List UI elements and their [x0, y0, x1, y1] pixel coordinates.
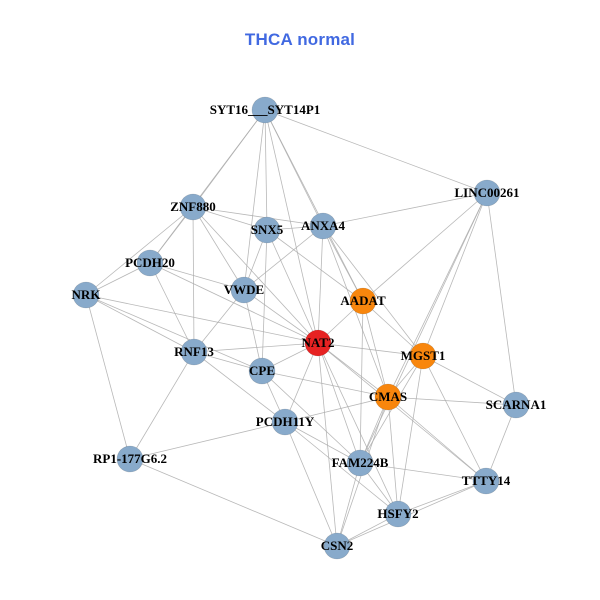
edge-FAM224B--CSN2: [336, 462, 361, 547]
edge-SYT16___SYT14P1--NAT2: [264, 109, 319, 344]
edge-ANXA4--MGST1: [322, 225, 424, 357]
node-MGST1: [409, 342, 437, 370]
node-PCDH20: [136, 249, 164, 277]
edge-CPE--CMAS: [261, 370, 389, 398]
edge-NAT2--FAM224B: [317, 342, 361, 464]
node-SYT16___SYT14P1: [251, 96, 279, 124]
edge-SNX5--CPE: [261, 229, 268, 372]
edge-ZNF880--NAT2: [192, 206, 319, 344]
edge-PCDH11Y--HSFY2: [284, 421, 399, 515]
edge-ZNF880--ANXA4: [192, 206, 324, 227]
edge-ZNF880--NRK: [85, 206, 194, 296]
edge-ANXA4--AADAT: [322, 225, 364, 302]
edge-NAT2--CMAS: [317, 342, 389, 398]
edge-NRK--CPE: [85, 294, 263, 372]
edge-NAT2--CSN2: [317, 342, 338, 547]
edge-RNF13--RP1-177G6.2: [129, 351, 195, 460]
edge-NAT2--MGST1: [317, 342, 424, 357]
node-HSFY2: [384, 500, 412, 528]
node-SNX5: [253, 216, 281, 244]
edge-LINC00261--CMAS: [387, 192, 488, 398]
node-AADAT: [349, 287, 377, 315]
node-ANXA4: [309, 212, 337, 240]
edge-VWDE--NAT2: [243, 289, 319, 344]
edge-ZNF880--VWDE: [192, 206, 245, 291]
edge-ANXA4--NAT2: [317, 225, 324, 344]
edge-LINC00261--AADAT: [362, 192, 488, 302]
edge-MGST1--SCARNA1: [422, 355, 517, 406]
edge-NRK--NAT2: [85, 294, 319, 344]
edge-NAT2--RNF13: [193, 342, 319, 353]
edge-ZNF880--RNF13: [192, 206, 195, 353]
edge-PCDH11Y--FAM224B: [284, 421, 361, 464]
edge-AADAT--CMAS: [362, 300, 389, 398]
edge-CPE--FAM224B: [261, 370, 361, 464]
edge-FAM224B--TTTY14: [359, 462, 487, 482]
node-layer: [72, 96, 530, 560]
edge-SCARNA1--TTTY14: [485, 404, 517, 482]
node-PCDH11Y: [271, 408, 299, 436]
edge-NAT2--HSFY2: [317, 342, 399, 515]
node-VWDE: [230, 276, 258, 304]
edge-LINC00261--SCARNA1: [486, 192, 517, 406]
node-NRK: [72, 281, 100, 309]
edge-CMAS--PCDH11Y: [284, 396, 389, 423]
node-CSN2: [323, 532, 351, 560]
node-RNF13: [180, 338, 208, 366]
edge-layer: [85, 109, 517, 547]
edge-PCDH20--RNF13: [149, 262, 195, 353]
edge-SYT16___SYT14P1--AADAT: [264, 109, 364, 302]
edge-SYT16___SYT14P1--LINC00261: [264, 109, 488, 194]
edge-PCDH11Y--CSN2: [284, 421, 338, 547]
node-SCARNA1: [502, 391, 530, 419]
node-CMAS: [374, 383, 402, 411]
edge-RP1-177G6.2--CSN2: [129, 458, 338, 547]
node-TTTY14: [472, 467, 500, 495]
edge-TTTY14--CSN2: [336, 480, 487, 547]
edge-ANXA4--VWDE: [243, 225, 324, 291]
node-NAT2: [304, 329, 332, 357]
edge-SYT16___SYT14P1--VWDE: [243, 109, 266, 291]
edge-MGST1--TTTY14: [422, 355, 487, 482]
edge-LINC00261--ANXA4: [322, 192, 488, 227]
node-CPE: [248, 357, 276, 385]
edge-PCDH20--VWDE: [149, 262, 245, 291]
edge-SNX5--AADAT: [266, 229, 364, 302]
edge-VWDE--RNF13: [193, 289, 245, 353]
edge-NAT2--TTTY14: [317, 342, 487, 482]
edge-SNX5--NAT2: [266, 229, 319, 344]
edge-LINC00261--MGST1: [422, 192, 488, 357]
edge-CMAS--TTTY14: [387, 396, 487, 482]
edge-NRK--RP1-177G6.2: [85, 294, 131, 460]
node-ZNF880: [179, 193, 207, 221]
node-LINC00261: [473, 179, 501, 207]
edge-AADAT--MGST1: [362, 300, 424, 357]
edge-RNF13--PCDH11Y: [193, 351, 286, 423]
edge-NAT2--PCDH11Y: [284, 342, 319, 423]
edge-TTTY14--HSFY2: [397, 480, 487, 515]
edge-CMAS--HSFY2: [387, 396, 399, 515]
edge-RP1-177G6.2--PCDH11Y: [129, 421, 286, 460]
edge-MGST1--HSFY2: [397, 355, 424, 515]
edge-NRK--RNF13: [85, 294, 195, 353]
edge-AADAT--FAM224B: [359, 300, 364, 464]
edge-CMAS--SCARNA1: [387, 396, 517, 406]
node-RP1-177G6.2: [116, 445, 144, 473]
chart-title: THCA normal: [244, 30, 356, 49]
edge-VWDE--CPE: [243, 289, 263, 372]
node-FAM224B: [346, 449, 374, 477]
edge-SYT16___SYT14P1--SNX5: [264, 109, 268, 231]
